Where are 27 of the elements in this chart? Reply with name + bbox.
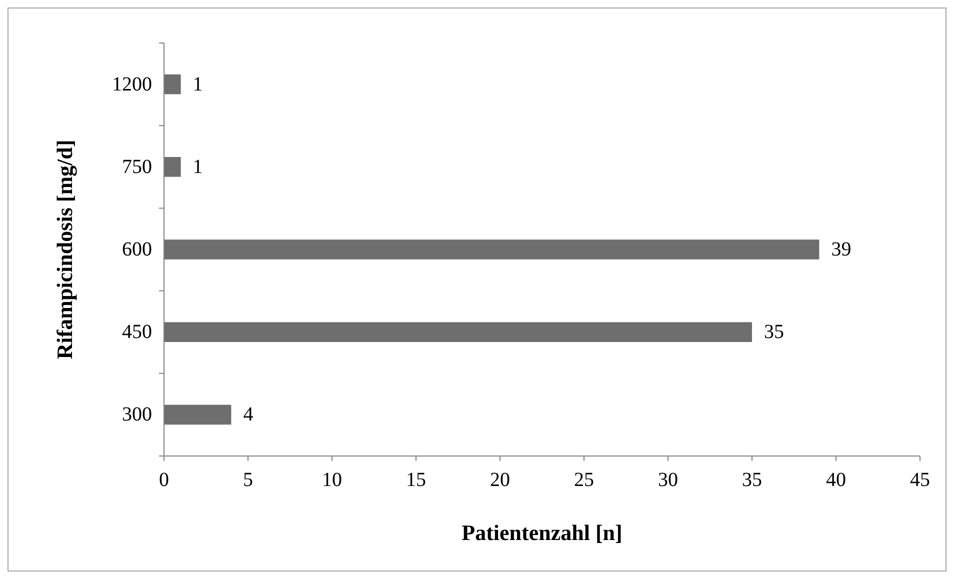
y-tick-label: 600: [122, 238, 152, 260]
x-tick-label: 25: [574, 469, 594, 491]
x-tick-label: 40: [826, 469, 846, 491]
x-tick-label: 35: [742, 469, 762, 491]
data-label: 1: [192, 73, 203, 96]
data-label: 39: [831, 238, 852, 260]
x-axis-title: Patientenzahl [n]: [462, 520, 622, 545]
x-tick-label: 0: [159, 469, 169, 491]
x-tick-label: 30: [658, 469, 678, 491]
y-tick-label: 750: [122, 156, 152, 178]
data-label: 4: [243, 404, 254, 426]
bar: [164, 322, 752, 342]
bar: [164, 74, 181, 94]
x-tick-label: 5: [243, 469, 253, 491]
bar: [164, 404, 232, 425]
bar: [164, 240, 820, 260]
x-tick-label: 10: [322, 469, 342, 491]
y-tick-label: 450: [122, 321, 152, 344]
x-tick-label: 15: [406, 469, 426, 491]
x-tick-label: 20: [490, 469, 510, 491]
data-label: 1: [192, 156, 203, 178]
data-label: 35: [764, 321, 784, 344]
bar: [164, 156, 181, 177]
x-tick-label: 45: [910, 469, 930, 491]
y-tick-label: 300: [122, 404, 152, 426]
y-axis-title: Rifampicindosis [mg/d]: [52, 140, 77, 360]
y-tick-label: 1200: [112, 73, 152, 96]
